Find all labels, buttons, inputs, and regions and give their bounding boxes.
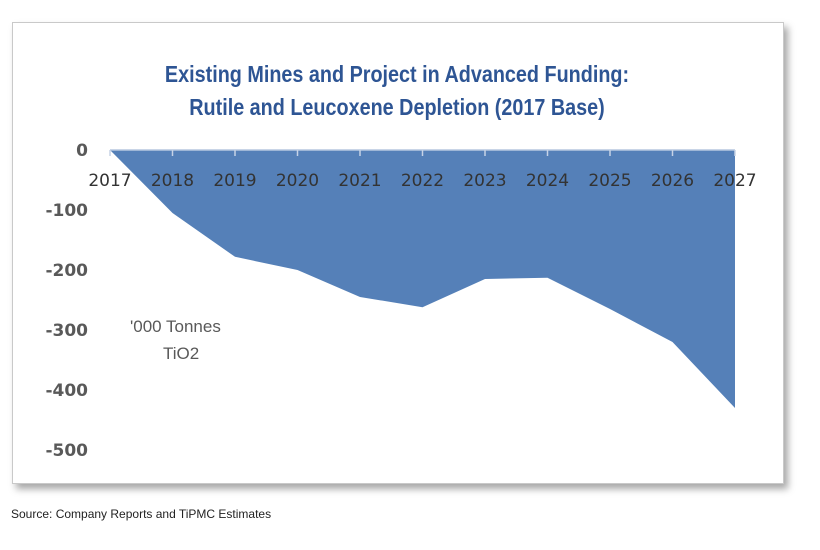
y-tick-label: -400 [45, 381, 88, 401]
y-tick-label: -500 [45, 441, 88, 461]
depletion-area [110, 150, 735, 408]
x-tick-label: 2017 [88, 171, 131, 191]
x-tick-label: 2027 [713, 171, 756, 191]
x-tick-label: 2025 [588, 171, 631, 191]
chart-title-line2: Rutile and Leucoxene Depletion (2017 Bas… [189, 94, 605, 120]
x-tick-label: 2020 [276, 171, 319, 191]
x-tick-label: 2021 [338, 171, 381, 191]
unit-label-line2: TiO2 [163, 344, 199, 363]
y-tick-label: 0 [76, 141, 88, 161]
y-axis-ticks: 0 -100 -200 -300 -400 -500 [45, 141, 88, 461]
x-tick-label: 2026 [651, 171, 694, 191]
y-tick-label: -200 [45, 261, 88, 281]
chart-title: Existing Mines and Project in Advanced F… [66, 58, 728, 124]
x-tick-label: 2024 [526, 171, 569, 191]
unit-label-line1: '000 Tonnes [130, 317, 221, 336]
x-tick-label: 2023 [463, 171, 506, 191]
source-note: Source: Company Reports and TiPMC Estima… [11, 507, 272, 521]
x-axis [109, 149, 736, 156]
chart-title-line1: Existing Mines and Project in Advanced F… [164, 61, 630, 87]
x-tick-label: 2018 [151, 171, 194, 191]
y-tick-label: -100 [45, 201, 88, 221]
x-tick-label: 2019 [213, 171, 256, 191]
x-axis-tick-labels: 2017 2018 2019 2020 2021 2022 2023 2024 2025 2026… [88, 171, 756, 191]
y-tick-label: -300 [45, 321, 88, 341]
x-tick-label: 2022 [401, 171, 444, 191]
